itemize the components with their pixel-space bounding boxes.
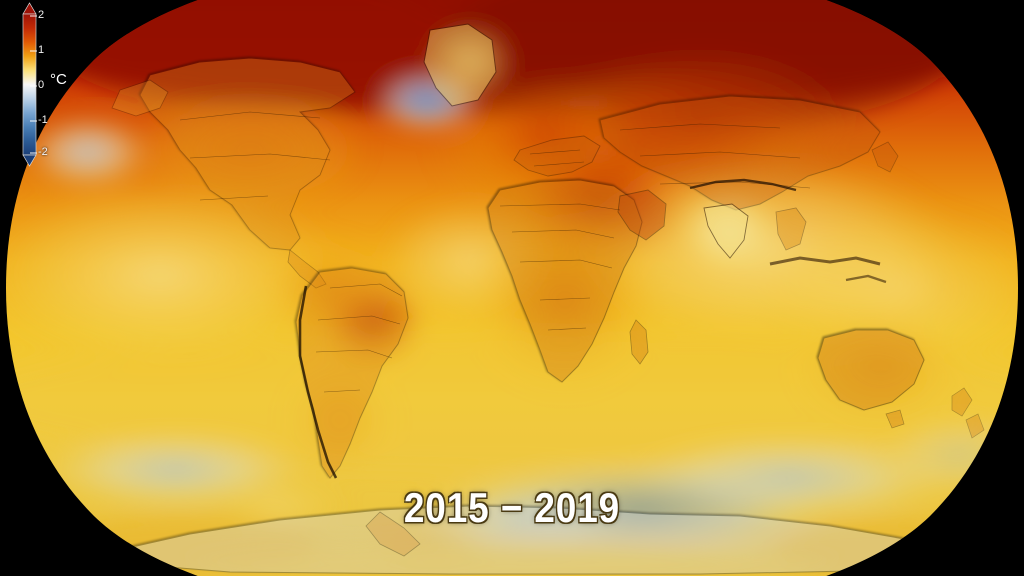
colorbar-tick-label-2: 2	[38, 9, 45, 21]
colorbar-ticks	[30, 15, 37, 154]
colorbar-gradient-bar	[22, 13, 37, 156]
period-caption: 2015 − 2019	[403, 484, 621, 531]
temperature-anomaly-colorbar: 2 1 0 -1 -2 °C	[12, 2, 67, 172]
colorbar-tick-label-neg1: -1	[38, 114, 48, 126]
colorbar-max-arrow	[22, 2, 37, 15]
colorbar-unit-label: °C	[50, 71, 67, 88]
colorbar-tick-label-1: 1	[38, 44, 45, 56]
colorbar-tick-label-neg2: -2	[38, 146, 48, 158]
colorbar-graphic	[22, 2, 37, 167]
landmasses	[108, 23, 985, 575]
colorbar-tick-label-0: 0	[38, 79, 45, 91]
colorbar-min-arrow	[22, 154, 37, 167]
